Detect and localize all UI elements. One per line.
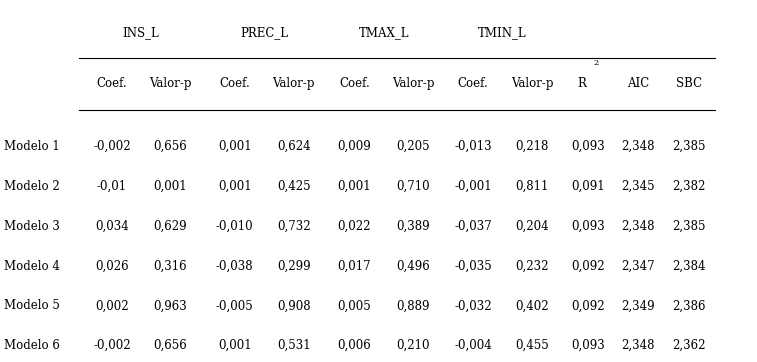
Text: 2,362: 2,362 (672, 339, 706, 352)
Text: -0,01: -0,01 (97, 180, 127, 193)
Text: 0,299: 0,299 (277, 260, 310, 273)
Text: 2,349: 2,349 (621, 299, 655, 312)
Text: 2,385: 2,385 (672, 220, 706, 233)
Text: 0,204: 0,204 (516, 220, 549, 233)
Text: -0,038: -0,038 (216, 260, 254, 273)
Text: 0,889: 0,889 (397, 299, 430, 312)
Text: 0,093: 0,093 (572, 220, 605, 233)
Text: INS_L: INS_L (123, 26, 160, 39)
Text: Modelo 4: Modelo 4 (4, 260, 60, 273)
Text: -0,002: -0,002 (93, 140, 131, 153)
Text: 0,034: 0,034 (95, 220, 129, 233)
Text: 2,382: 2,382 (672, 180, 706, 193)
Text: Valor-p: Valor-p (273, 77, 315, 90)
Text: 0,811: 0,811 (516, 180, 549, 193)
Text: 0,316: 0,316 (154, 260, 187, 273)
Text: 2,385: 2,385 (672, 140, 706, 153)
Text: -0,010: -0,010 (216, 220, 254, 233)
Text: 0,092: 0,092 (572, 260, 605, 273)
Text: Modelo 3: Modelo 3 (4, 220, 60, 233)
Text: 0,001: 0,001 (154, 180, 187, 193)
Text: 2,345: 2,345 (621, 180, 655, 193)
Text: Modelo 2: Modelo 2 (4, 180, 60, 193)
Text: -0,032: -0,032 (454, 299, 492, 312)
Text: 0,732: 0,732 (277, 220, 310, 233)
Text: TMAX_L: TMAX_L (359, 26, 409, 39)
Text: PREC_L: PREC_L (240, 26, 288, 39)
Text: Coef.: Coef. (458, 77, 488, 90)
Text: 0,389: 0,389 (397, 220, 430, 233)
Text: 2,384: 2,384 (672, 260, 706, 273)
Text: AIC: AIC (627, 77, 650, 90)
Text: 0,093: 0,093 (572, 140, 605, 153)
Text: 0,009: 0,009 (338, 140, 371, 153)
Text: 0,022: 0,022 (338, 220, 371, 233)
Text: 0,210: 0,210 (397, 339, 430, 352)
Text: -0,004: -0,004 (454, 339, 492, 352)
Text: Coef.: Coef. (339, 77, 369, 90)
Text: 0,218: 0,218 (516, 140, 549, 153)
Text: 0,531: 0,531 (277, 339, 310, 352)
Text: 0,624: 0,624 (277, 140, 310, 153)
Text: 0,908: 0,908 (277, 299, 310, 312)
Text: 0,425: 0,425 (277, 180, 310, 193)
Text: 0,402: 0,402 (516, 299, 549, 312)
Text: 0,005: 0,005 (338, 299, 371, 312)
Text: 0,001: 0,001 (218, 339, 251, 352)
Text: 2,386: 2,386 (672, 299, 706, 312)
Text: 2,348: 2,348 (621, 339, 655, 352)
Text: 0,006: 0,006 (338, 339, 371, 352)
Text: 0,002: 0,002 (95, 299, 129, 312)
Text: Valor-p: Valor-p (392, 77, 435, 90)
Text: -0,002: -0,002 (93, 339, 131, 352)
Text: 0,017: 0,017 (338, 260, 371, 273)
Text: 0,232: 0,232 (516, 260, 549, 273)
Text: Valor-p: Valor-p (149, 77, 192, 90)
Text: Valor-p: Valor-p (511, 77, 553, 90)
Text: Modelo 1: Modelo 1 (4, 140, 60, 153)
Text: 0,496: 0,496 (397, 260, 430, 273)
Text: 0,001: 0,001 (218, 180, 251, 193)
Text: Coef.: Coef. (220, 77, 250, 90)
Text: 2,348: 2,348 (621, 220, 655, 233)
Text: 0,455: 0,455 (516, 339, 549, 352)
Text: TMIN_L: TMIN_L (478, 26, 527, 39)
Text: 0,001: 0,001 (338, 180, 371, 193)
Text: -0,005: -0,005 (216, 299, 254, 312)
Text: 0,656: 0,656 (154, 339, 187, 352)
Text: R: R (578, 77, 587, 90)
Text: Coef.: Coef. (97, 77, 127, 90)
Text: Modelo 5: Modelo 5 (4, 299, 60, 312)
Text: 0,001: 0,001 (218, 140, 251, 153)
Text: 0,026: 0,026 (95, 260, 129, 273)
Text: SBC: SBC (676, 77, 702, 90)
Text: 0,629: 0,629 (154, 220, 187, 233)
Text: -0,035: -0,035 (454, 260, 492, 273)
Text: 0,091: 0,091 (572, 180, 605, 193)
Text: 2,348: 2,348 (621, 140, 655, 153)
Text: 0,656: 0,656 (154, 140, 187, 153)
Text: 0,963: 0,963 (154, 299, 187, 312)
Text: 0,093: 0,093 (572, 339, 605, 352)
Text: -0,013: -0,013 (454, 140, 492, 153)
Text: 0,205: 0,205 (397, 140, 430, 153)
Text: -0,001: -0,001 (454, 180, 492, 193)
Text: 0,092: 0,092 (572, 299, 605, 312)
Text: 2: 2 (593, 59, 598, 67)
Text: Modelo 6: Modelo 6 (4, 339, 60, 352)
Text: 0,710: 0,710 (397, 180, 430, 193)
Text: 2,347: 2,347 (621, 260, 655, 273)
Text: -0,037: -0,037 (454, 220, 492, 233)
